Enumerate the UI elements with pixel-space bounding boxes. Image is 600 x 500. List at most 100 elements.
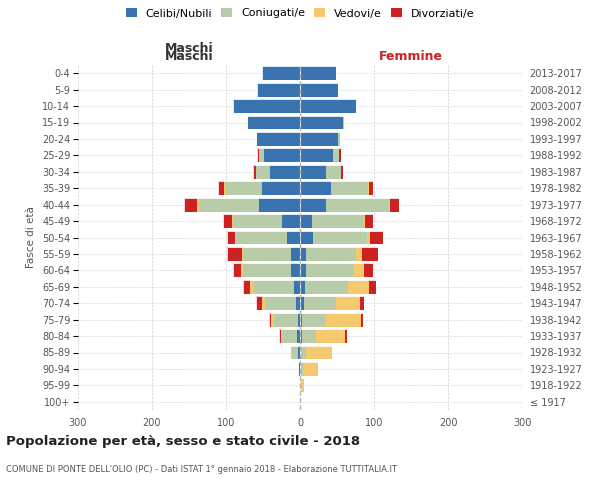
Text: COMUNE DI PONTE DELL'OLIO (PC) - Dati ISTAT 1° gennaio 2018 - Elaborazione TUTTI: COMUNE DI PONTE DELL'OLIO (PC) - Dati IS… [6,465,397,474]
Y-axis label: Fasce di età: Fasce di età [26,206,37,268]
Bar [227,230,235,244]
Y-axis label: Anni di nascita: Anni di nascita [599,199,600,276]
Bar [300,132,338,146]
Bar [265,296,296,310]
Bar [336,296,360,310]
Bar [259,148,265,162]
Text: Maschi: Maschi [164,42,214,54]
Bar [242,247,243,261]
Bar [262,66,300,80]
Bar [300,198,399,211]
Bar [250,280,253,294]
Bar [300,329,302,343]
Bar [300,280,305,294]
Bar [256,165,271,179]
Bar [296,296,300,310]
Bar [300,82,338,96]
Bar [362,247,379,261]
Bar [300,280,376,294]
Bar [224,181,262,195]
Bar [184,198,300,211]
Bar [300,66,335,80]
Bar [256,132,257,146]
Bar [257,148,300,162]
Bar [300,116,344,130]
Bar [300,329,347,343]
Bar [306,247,356,261]
Bar [262,66,300,80]
Bar [334,148,339,162]
Bar [300,99,355,113]
Bar [243,247,291,261]
Bar [292,346,298,360]
Bar [302,312,326,326]
Bar [316,329,345,343]
Legend: Celibi/Nubili, Coniugati/e, Vedovi/e, Divorziati/e: Celibi/Nubili, Coniugati/e, Vedovi/e, Di… [125,8,475,18]
Bar [243,280,300,294]
Bar [274,312,298,326]
Bar [227,247,242,261]
Bar [253,280,294,294]
Bar [291,247,300,261]
Bar [233,99,300,113]
Bar [300,247,306,261]
Bar [369,280,376,294]
Bar [354,264,364,278]
Bar [241,264,243,278]
Bar [271,312,274,326]
Bar [300,66,335,80]
Bar [298,362,299,376]
Bar [312,214,364,228]
Bar [282,329,297,343]
Bar [247,116,300,130]
Bar [300,165,326,179]
Bar [300,362,318,376]
Bar [300,247,379,261]
Bar [253,165,256,179]
Bar [300,230,313,244]
Bar [279,329,281,343]
Bar [300,296,364,310]
Bar [262,181,300,195]
Bar [313,230,367,244]
Bar [300,148,341,162]
Bar [300,230,383,244]
Bar [300,378,304,392]
Bar [341,165,343,179]
Bar [356,247,362,261]
Bar [343,116,344,130]
Bar [300,264,373,278]
Bar [326,198,389,211]
Bar [262,296,265,310]
Text: Popolazione per età, sesso e stato civile - 2018: Popolazione per età, sesso e stato civil… [6,435,360,448]
Bar [218,181,300,195]
Bar [290,346,300,360]
Bar [369,181,373,195]
Bar [247,116,248,130]
Bar [257,82,300,96]
Bar [370,230,383,244]
Bar [290,346,292,360]
Bar [223,214,232,228]
Bar [300,99,355,113]
Bar [302,329,316,343]
Bar [306,264,354,278]
Bar [298,312,300,326]
Bar [297,329,300,343]
Bar [233,264,300,278]
Bar [300,148,334,162]
Bar [300,116,343,130]
Text: Maschi: Maschi [164,50,214,62]
Bar [256,296,300,310]
Bar [269,312,271,326]
Bar [243,264,291,278]
Bar [223,214,300,228]
Bar [300,362,301,376]
Bar [300,181,373,195]
Bar [291,264,300,278]
Bar [301,362,303,376]
Bar [271,165,300,179]
Bar [227,230,300,244]
Bar [281,329,282,343]
Bar [389,198,390,211]
